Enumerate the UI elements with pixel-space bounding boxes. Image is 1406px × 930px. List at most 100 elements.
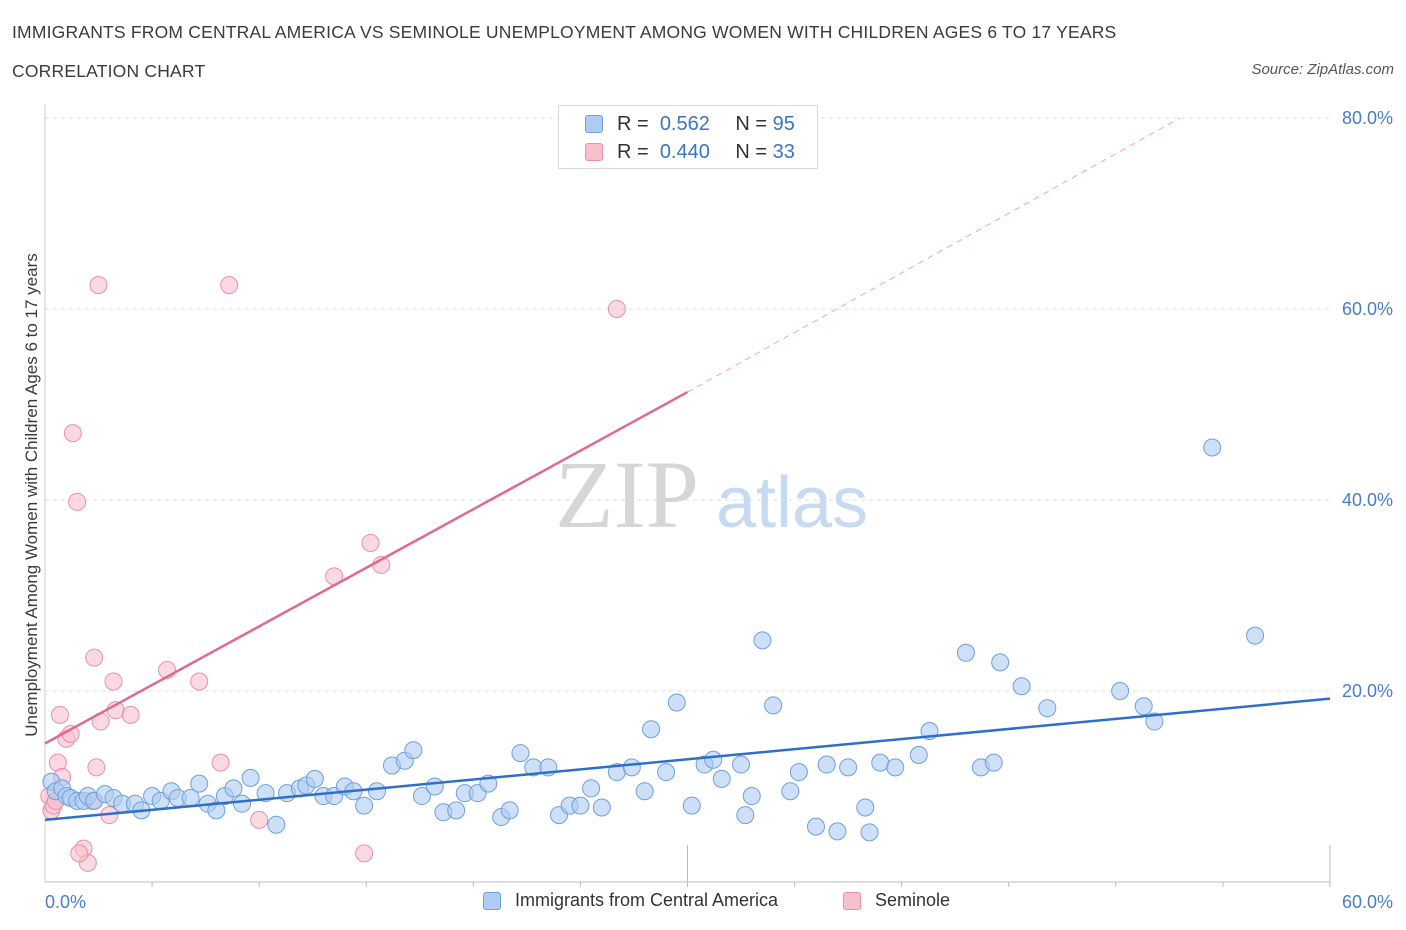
legend-n-label: N = (735, 140, 768, 163)
central-america-point (764, 696, 783, 715)
legend-r-value: 0.562 (659, 112, 710, 135)
seminole-point (190, 672, 209, 691)
bottom-legend-label: Immigrants from Central America (515, 890, 779, 910)
stats-legend: R = 0.562 N = 95 R = 0.440 N = 33 (558, 105, 818, 169)
central-america-point (909, 745, 928, 764)
central-america-point (622, 758, 641, 777)
seminole-point (68, 492, 87, 511)
legend-row-seminole: R = 0.440 N = 33 (585, 139, 795, 165)
central-america-point (1246, 626, 1265, 645)
watermark-atlas: atlas (716, 463, 868, 543)
central-america-point (817, 755, 836, 774)
central-america-point (753, 631, 772, 650)
bottom-legend-seminole: Seminole (843, 890, 950, 911)
seminole-trend-line (44, 390, 689, 745)
legend-n-value: 33 (772, 140, 795, 163)
seminole-point (104, 672, 123, 691)
central-america-point (871, 753, 890, 772)
grid-layer (45, 117, 1330, 692)
central-america-point (224, 779, 243, 798)
central-america-point (256, 784, 275, 803)
central-america-point (682, 796, 701, 815)
central-america-point (1134, 697, 1153, 716)
y-tick-label: 20.0% (1342, 681, 1393, 701)
central-america-point (425, 777, 444, 796)
central-america-point (732, 755, 751, 774)
central-america-point (592, 798, 611, 817)
central-america-point (367, 782, 386, 801)
central-america-point (241, 768, 260, 787)
central-america-point (657, 763, 676, 782)
central-america-point (1111, 682, 1130, 700)
central-america-point (704, 750, 723, 769)
seminole-point (361, 533, 380, 552)
central-america-point (412, 787, 431, 806)
central-america-point (991, 653, 1010, 672)
central-america-point (667, 693, 686, 712)
central-america-trend-line (44, 697, 1331, 822)
seminole-point (85, 648, 104, 667)
legend-swatch-blue (585, 115, 603, 133)
central-america-point (511, 744, 530, 763)
seminole-point (607, 300, 626, 318)
axis-layer: 20.0% 40.0% 60.0% 80.0% 0.0% 60.0% (44, 105, 1393, 912)
central-america-point (956, 643, 975, 662)
central-america-point (233, 794, 252, 813)
central-america-point (404, 741, 423, 760)
legend-row-central-america: R = 0.562 N = 95 (585, 111, 795, 137)
central-america-point (571, 796, 590, 815)
central-america-point (1145, 712, 1164, 731)
central-america-point (305, 769, 324, 788)
x-tick-label: 60.0% (1342, 892, 1393, 912)
seminole-trend-extension (687, 117, 1181, 393)
seminole-point (50, 705, 69, 724)
seminole-point (211, 753, 230, 772)
central-america-point (712, 769, 731, 788)
seminole-points (40, 276, 626, 872)
central-america-point (190, 774, 209, 793)
central-america-point (267, 815, 286, 834)
central-america-point (860, 823, 879, 842)
central-america-point (642, 720, 661, 739)
central-america-point (635, 782, 654, 801)
seminole-point (70, 844, 89, 863)
central-america-point (984, 753, 1003, 772)
bottom-legend-label: Seminole (875, 890, 951, 910)
central-america-point (500, 801, 519, 820)
bottom-legend-central-america: Immigrants from Central America (483, 890, 778, 911)
central-america-point (207, 801, 226, 820)
bottom-legend: Immigrants from Central America Seminole (0, 890, 1406, 914)
legend-n-label: N = (735, 112, 768, 135)
watermark: ZIP atlas (555, 441, 868, 548)
central-america-point (355, 796, 374, 815)
central-america-point (807, 817, 825, 836)
source-label: Source: ZipAtlas.com (1251, 61, 1394, 78)
central-america-point (856, 798, 875, 817)
y-tick-label: 80.0% (1342, 108, 1393, 128)
legend-r-value: 0.440 (659, 140, 710, 163)
seminole-point (250, 810, 269, 829)
central-america-point (1203, 438, 1222, 457)
seminole-point (220, 276, 239, 295)
y-tick-label: 60.0% (1342, 299, 1393, 319)
central-america-point (742, 787, 761, 806)
central-america-point (839, 758, 858, 777)
seminole-point (355, 844, 374, 863)
seminole-point (89, 276, 108, 295)
seminole-point (63, 424, 82, 443)
watermark-zip: ZIP (555, 441, 699, 548)
legend-r-label: R = (617, 112, 649, 135)
seminole-point (87, 758, 106, 777)
chart-subtitle: CORRELATION CHART (12, 61, 206, 81)
central-america-point (886, 758, 905, 777)
central-america-point (1038, 699, 1057, 718)
central-america-point (736, 806, 755, 825)
trend-lines (44, 117, 1331, 822)
bottom-legend-swatch-pink (843, 891, 861, 910)
seminole-point (121, 705, 140, 724)
legend-n-value: 95 (772, 112, 795, 135)
legend-swatch-pink (585, 143, 603, 161)
central-america-point (582, 779, 601, 798)
bottom-legend-swatch-blue (483, 891, 501, 910)
